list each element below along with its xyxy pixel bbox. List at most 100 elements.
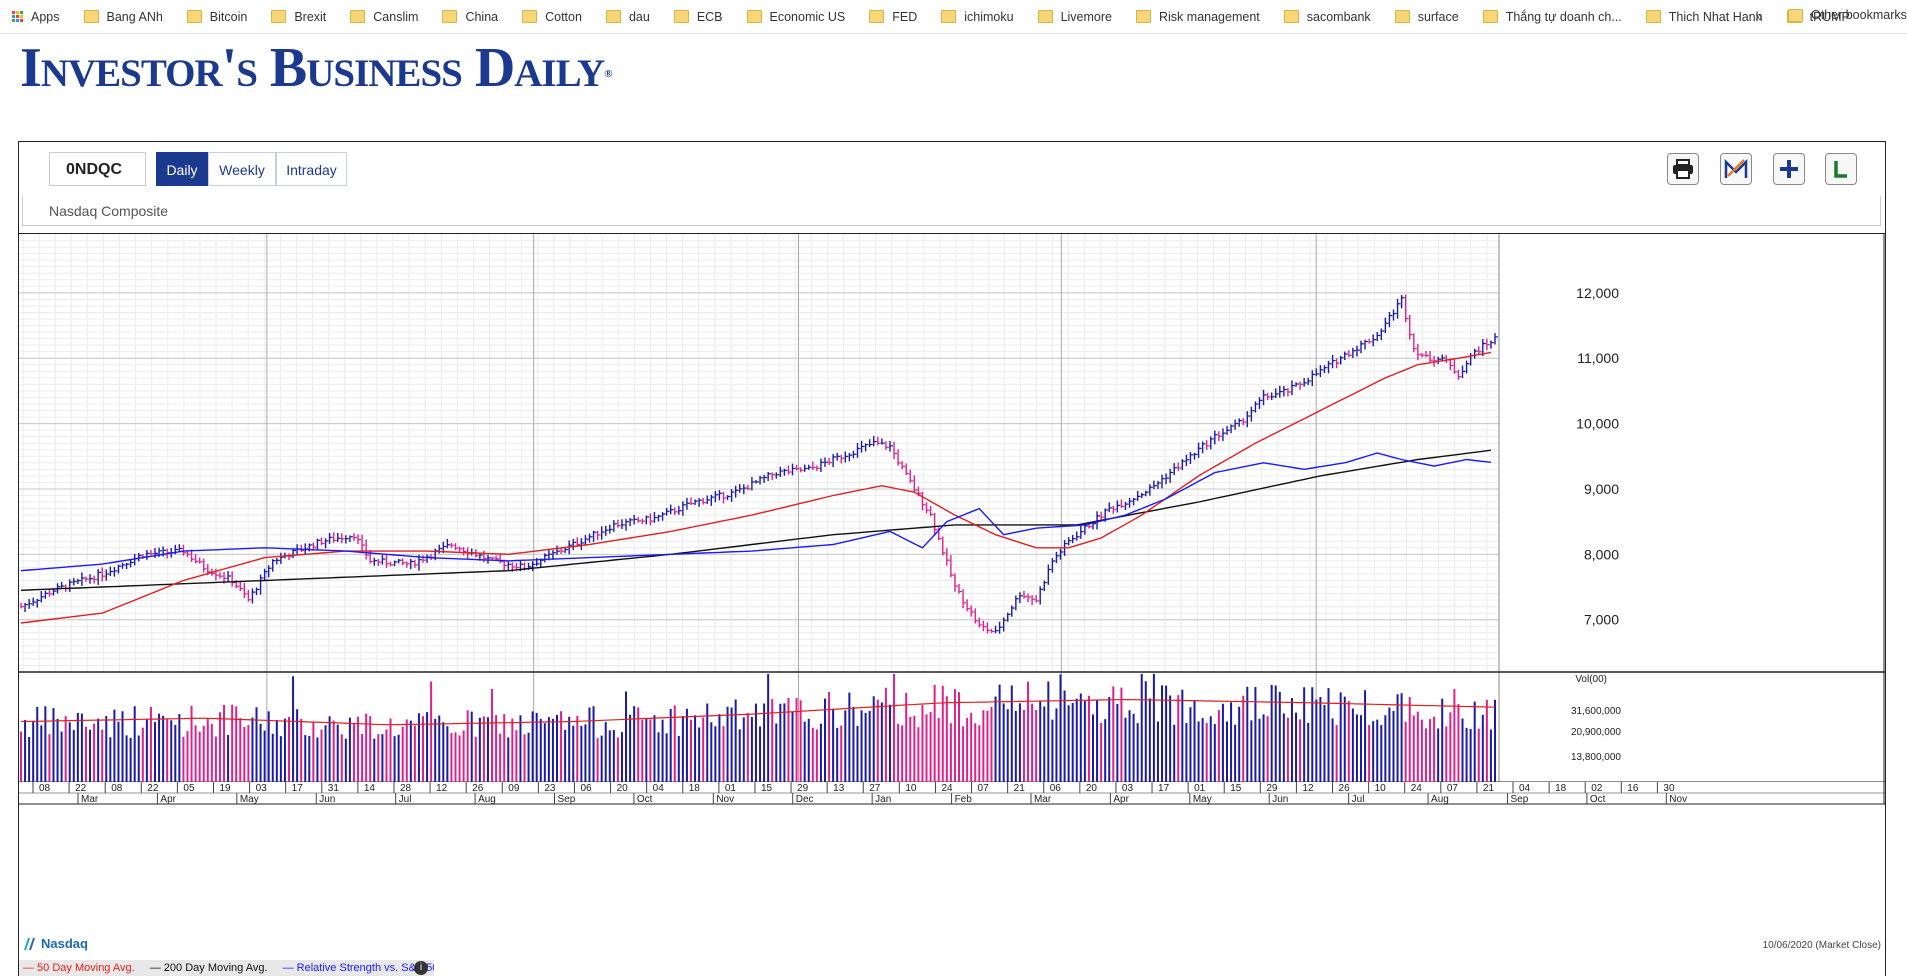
x-tick-label: 01 [725,783,737,794]
x-tick-label: 04 [653,783,665,794]
relative-strength-line [20,452,1491,572]
x-tick-label: 18 [689,783,701,794]
bookmark-folder-label: Brexit [294,9,327,24]
folder-icon [1283,10,1299,23]
x-tick-label: 17 [292,783,304,794]
marketsmith-button[interactable] [1720,153,1752,185]
bookmark-folder[interactable]: China [442,10,498,24]
bookmark-folder[interactable]: Thich Nhat Hanh [1645,10,1763,24]
folder-icon [442,10,458,23]
price-chart[interactable]: 7,000 8,000 9,000 10,000 11,000 12,000 Vol(00)… [19,233,1885,934]
folder-icon [1788,8,1803,22]
folder-icon [941,10,957,23]
x-tick-label: 04 [1519,783,1531,794]
chart-panel: 0NDQC Daily Weekly Intraday [18,141,1886,976]
month-label: Apr [160,794,176,805]
tab-intraday[interactable]: Intraday [276,152,347,186]
bookmark-folder-label: surface [1417,9,1459,24]
tab-daily[interactable]: Daily [156,152,208,186]
bookmark-folder[interactable]: Risk management [1136,10,1260,24]
print-icon [1673,159,1693,179]
legend-ma200: — 200 Day Moving Avg. [149,962,268,974]
bookmark-folder-label: Economic US [769,9,846,24]
price-volume-chart[interactable]: 7,000 8,000 9,000 10,000 11,000 12,000 Vol(00)… [19,234,1885,934]
add-to-list-button[interactable] [1773,153,1805,185]
other-bookmarks-label: Other bookmarks [1811,8,1907,22]
x-tick-label: 26 [472,783,484,794]
x-tick-label: 26 [1339,783,1351,794]
folder-icon [869,10,885,23]
x-tick-label: 07 [978,783,990,794]
bookmark-folder[interactable]: Economic US [746,9,846,24]
tab-weekly[interactable]: Weekly [208,152,276,186]
bookmark-folder-label: Livemore [1060,9,1112,24]
price-tick-label: 9,000 [1584,481,1619,497]
x-tick-label: 08 [39,783,51,794]
bookmark-folder[interactable]: sacombank [1283,9,1371,24]
x-tick-label: 21 [1014,783,1026,794]
bookmark-folder[interactable]: ichimoku [941,10,1014,24]
bookmark-folder[interactable]: FED [869,10,917,24]
info-icon[interactable]: i [414,961,428,975]
x-tick-label: 01 [1194,783,1206,794]
bookmark-folder[interactable]: Bitcoin [186,9,248,24]
x-tick-label: 10 [905,783,917,794]
volume-tick-label: 13,800,000 [1571,752,1621,763]
month-label: Sep [1510,794,1528,805]
bookmark-folder-label: Bang ANh [106,9,163,24]
nasdaq-brand: Nasdaq [22,936,88,951]
ma50-line [20,351,1492,624]
month-label: Apr [1113,794,1129,805]
symbol-input[interactable]: 0NDQC [49,152,146,186]
chart-toolbar: 0NDQC Daily Weekly Intraday [19,142,1885,197]
month-label: Sep [557,794,575,805]
bookmark-folder[interactable]: surface [1394,9,1459,24]
bookmark-folder[interactable]: Brexit [271,10,326,24]
x-tick-label: 06 [580,783,592,794]
more-bookmarks-button[interactable]: » [1755,8,1763,24]
bookmark-folder-label: Risk management [1159,9,1260,24]
bookmark-folder[interactable]: Canslim [350,10,418,24]
leaderboard-button[interactable] [1825,153,1857,185]
bookmark-folder[interactable]: ECB [673,10,723,24]
month-label: Aug [478,794,496,805]
print-button[interactable] [1667,153,1699,185]
folder-icon [1136,10,1151,23]
x-tick-label: 12 [436,783,448,794]
x-tick-label: 21 [1483,783,1495,794]
bookmark-folder-label: sacombank [1306,9,1371,24]
bookmark-folder[interactable]: dau [605,10,650,24]
security-name: Nasdaq Composite [22,196,1881,226]
folder-icon [186,10,202,23]
bookmark-folders: Bang ANh Bitcoin Brexit Canslim China Cotton d… [70,10,1860,24]
bookmark-folder-label: Thắng tự doanh ch... [1505,9,1622,24]
market-close-date: 10/06/2020 (Market Close) [1762,940,1881,951]
folder-icon [673,10,689,23]
x-tick-label: 29 [797,783,809,794]
folder-icon [746,10,762,23]
bookmarks-bar: Apps Bang ANh Bitcoin Brexit Canslim China Co… [0,0,1907,34]
x-tick-label: 16 [1627,783,1639,794]
month-label: Oct [1590,794,1606,805]
x-tick-label: 02 [1591,783,1603,794]
bookmark-folder[interactable]: Livemore [1037,9,1112,24]
folder-icon [350,10,366,23]
x-tick-label: 07 [1447,783,1459,794]
folder-icon [1482,10,1498,23]
folder-icon [1394,10,1410,23]
x-tick-label: 20 [617,783,629,794]
x-tick-label: 09 [508,783,520,794]
bookmark-folder[interactable]: Cotton [522,10,582,24]
ibd-logo[interactable]: Investor's Business Daily® [20,40,612,96]
bookmark-folder[interactable]: Thắng tự doanh ch... [1482,9,1622,24]
x-tick-label: 30 [1663,783,1675,794]
other-bookmarks[interactable]: Other bookmarks [1788,8,1907,22]
x-tick-label: 20 [1086,783,1098,794]
x-tick-label: 22 [147,783,159,794]
price-tick-label: 11,000 [1577,350,1619,366]
bookmark-folder-label: Bitcoin [209,9,248,24]
apps-shortcut[interactable]: Apps [12,10,60,24]
month-label: Jul [399,794,412,805]
price-tick-label: 12,000 [1576,285,1619,301]
bookmark-folder[interactable]: Bang ANh [83,9,163,24]
